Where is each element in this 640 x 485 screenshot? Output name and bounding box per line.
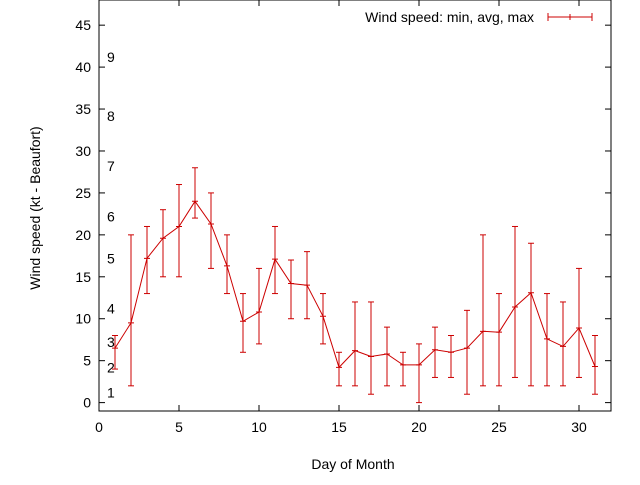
data-point-avg xyxy=(544,335,550,342)
x-axis-ticks: 0 5 10 15 20 25 30 xyxy=(95,0,587,435)
data-point-avg xyxy=(192,198,198,205)
data-point-avg xyxy=(336,364,342,371)
x-axis-label: Day of Month xyxy=(311,456,394,472)
data-point-avg xyxy=(128,319,134,326)
data-point-avg xyxy=(144,255,150,262)
beaufort-scale-labels: 1 2 3 4 5 6 7 8 9 xyxy=(107,49,115,401)
data-point-avg xyxy=(448,349,454,356)
data-point-avg xyxy=(288,280,294,287)
x-tick-label: 15 xyxy=(331,419,347,435)
data-point-avg xyxy=(272,256,278,263)
x-tick-label: 0 xyxy=(95,419,103,435)
beaufort-label: 9 xyxy=(107,49,115,65)
legend-label: Wind speed: min, avg, max xyxy=(365,9,534,25)
data-point-avg xyxy=(256,309,262,316)
y-tick-label: 25 xyxy=(75,185,91,201)
data-point-avg xyxy=(352,347,358,354)
x-tick-label: 5 xyxy=(175,419,183,435)
x-tick-label: 20 xyxy=(411,419,427,435)
data-point-avg xyxy=(160,235,166,242)
beaufort-label: 3 xyxy=(107,334,115,350)
beaufort-label: 2 xyxy=(107,359,115,375)
data-point-avg xyxy=(416,361,422,368)
x-tick-label: 10 xyxy=(251,419,267,435)
beaufort-label: 7 xyxy=(107,158,115,174)
beaufort-label: 1 xyxy=(107,385,115,401)
x-tick-label: 30 xyxy=(571,419,587,435)
data-point-avg xyxy=(320,313,326,320)
beaufort-label: 6 xyxy=(107,208,115,224)
y-tick-label: 15 xyxy=(75,269,91,285)
data-point-avg xyxy=(208,220,214,227)
data-point-avg xyxy=(304,282,310,289)
legend: Wind speed: min, avg, max xyxy=(365,9,593,25)
y-tick-label: 30 xyxy=(75,143,91,159)
data-point-avg xyxy=(528,289,534,296)
data-point-avg xyxy=(592,363,598,370)
y-tick-label: 40 xyxy=(75,59,91,75)
beaufort-label: 8 xyxy=(107,108,115,124)
data-point-avg xyxy=(560,343,566,350)
data-point-avg xyxy=(432,346,438,353)
y-tick-label: 10 xyxy=(75,311,91,327)
x-tick-label: 25 xyxy=(491,419,507,435)
data-point-avg xyxy=(576,324,582,331)
data-point-avg xyxy=(480,328,486,335)
data-point-avg xyxy=(240,318,246,325)
data-point-avg xyxy=(464,345,470,352)
plot-frame xyxy=(98,0,612,412)
data-point-avg xyxy=(368,353,374,360)
y-tick-label: 0 xyxy=(83,395,91,411)
data-point-avg xyxy=(224,262,230,269)
data-point-avg xyxy=(400,361,406,368)
data-point-avg xyxy=(384,350,390,357)
y-tick-label: 20 xyxy=(75,227,91,243)
y-tick-label: 5 xyxy=(83,353,91,369)
beaufort-label: 5 xyxy=(107,250,115,266)
data-point-avg xyxy=(512,303,518,310)
y-axis-label: Wind speed (kt - Beaufort) xyxy=(27,126,43,289)
data-point-avg xyxy=(112,345,118,352)
beaufort-label: 4 xyxy=(107,301,115,317)
y-tick-label: 45 xyxy=(75,17,91,33)
data-point-avg xyxy=(176,223,182,230)
data-point-avg xyxy=(496,329,502,336)
y-tick-label: 35 xyxy=(75,101,91,117)
series-layer xyxy=(112,167,598,404)
